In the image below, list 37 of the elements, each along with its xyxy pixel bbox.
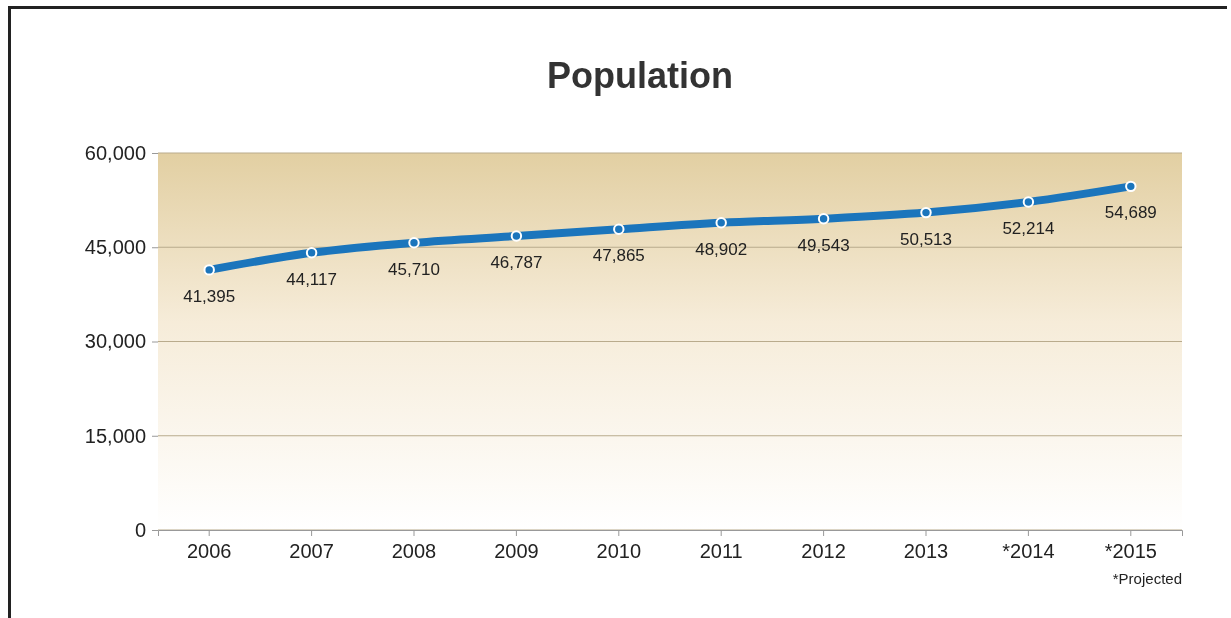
x-tick-label: 2011 (699, 540, 743, 563)
point (1125, 180, 1137, 193)
y-tick-label: 45,000 (84, 236, 146, 259)
data-label: 44,117 (286, 269, 337, 289)
point (613, 223, 625, 235)
y-tick-label: 0 (134, 518, 146, 541)
chart-title: Population (547, 55, 733, 96)
point (203, 264, 215, 276)
text: *Projected (1112, 570, 1182, 587)
point (1022, 196, 1035, 208)
y-tick-label: 30,000 (84, 330, 146, 353)
data-label: 48,902 (695, 239, 748, 259)
x-tick-label: *2014 (1002, 540, 1055, 563)
x-tick-label: 2012 (801, 540, 846, 563)
data-label: 45,710 (388, 259, 440, 279)
point (920, 206, 932, 219)
data-label: 47,865 (592, 246, 645, 266)
data-label: 54,689 (1104, 203, 1157, 223)
point (305, 247, 318, 259)
x-tick-label: 2009 (494, 540, 539, 563)
x-tick-label: 2008 (391, 540, 437, 563)
data-label: 50,513 (900, 229, 952, 249)
point (715, 217, 727, 229)
x-tick-label: 2007 (289, 540, 334, 563)
x-tick-label: *2015 (1104, 540, 1157, 563)
x-tick-label: 2010 (596, 540, 642, 563)
data-label: 46,787 (490, 253, 543, 273)
x-tick-label: 2013 (903, 540, 949, 563)
point (510, 230, 523, 242)
data-label: 49,543 (797, 235, 850, 255)
point (817, 212, 830, 225)
x-tick-label: 2006 (186, 540, 232, 563)
y-tick-label: 60,000 (84, 141, 146, 164)
point (408, 237, 420, 249)
y-tick-label: 15,000 (84, 424, 146, 447)
data-label: 52,214 (1002, 218, 1055, 238)
data-label: 41,395 (183, 286, 236, 306)
